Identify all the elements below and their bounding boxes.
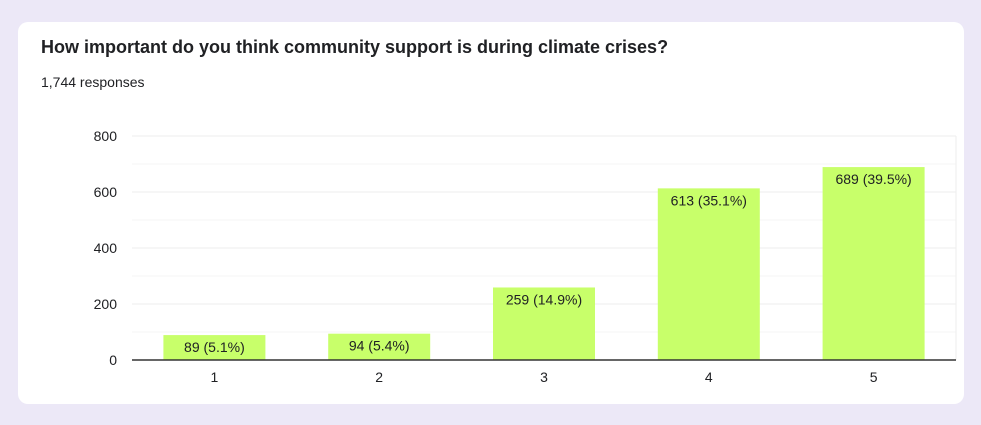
data-label: 94 (5.4%) (349, 338, 410, 354)
bar (657, 188, 760, 360)
x-tick-label: 5 (870, 369, 878, 385)
bar (822, 167, 925, 360)
bar (493, 287, 595, 360)
data-label: 89 (5.1%) (184, 339, 245, 355)
data-label: 259 (14.9%) (506, 291, 582, 307)
x-tick-label: 4 (705, 369, 713, 385)
chart-card: How important do you think community sup… (18, 22, 964, 404)
bar (163, 335, 266, 360)
y-tick-label: 400 (94, 240, 118, 256)
question-title: How important do you think community sup… (41, 37, 669, 57)
y-tick-label: 200 (94, 296, 118, 312)
x-tick-label: 1 (211, 369, 219, 385)
data-label: 613 (35.1%) (671, 192, 747, 208)
y-tick-label: 800 (94, 128, 118, 144)
data-label: 689 (39.5%) (835, 171, 911, 187)
bar-chart: 0 200 400 600 800 89 (5.1%) 1 94 (5.4%) 2 259 (14… (94, 128, 957, 385)
response-count: 1,744 responses (41, 74, 145, 90)
x-tick-label: 2 (375, 369, 383, 385)
y-tick-label: 0 (109, 352, 117, 368)
x-tick-label: 3 (540, 369, 548, 385)
y-tick-label: 600 (94, 184, 118, 200)
bar (328, 333, 431, 360)
